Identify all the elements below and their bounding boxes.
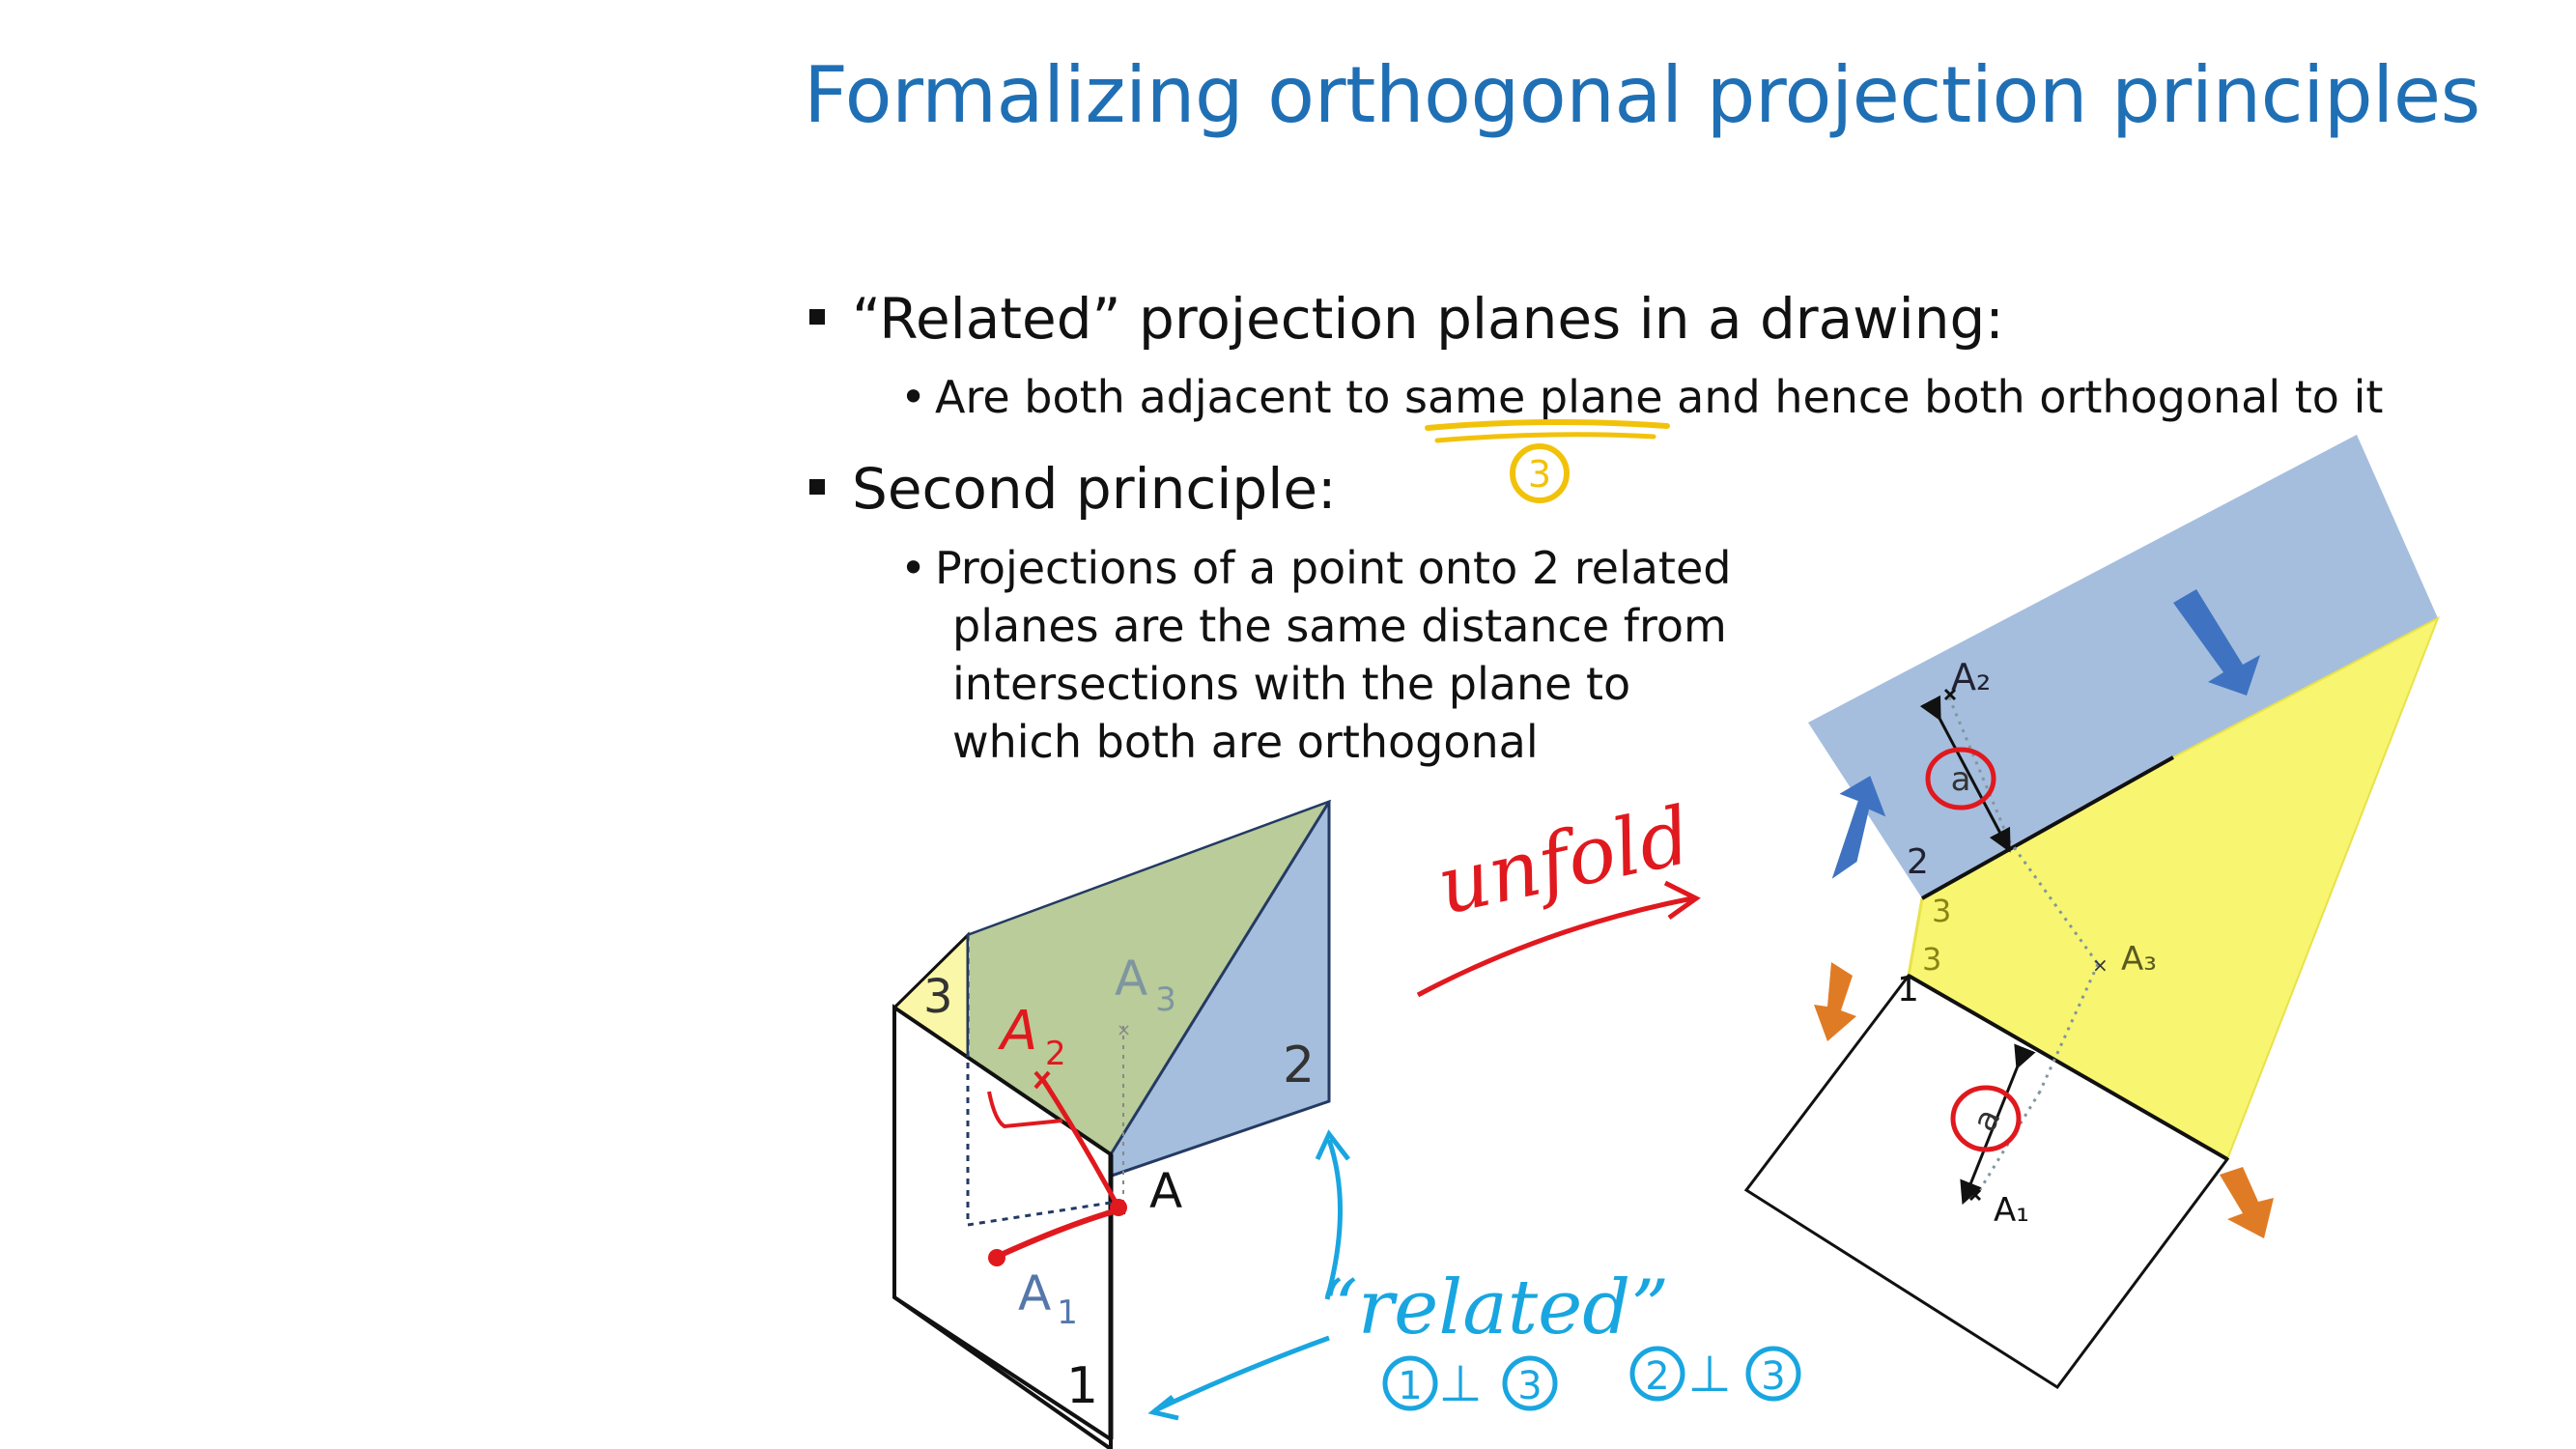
slide-title: Formalizing orthogonal projection princi… [804,50,2480,140]
text-line: intersections with the plane to [952,658,1631,710]
text-line: planes are the same distance from [952,600,1727,652]
label-3b: 3 [1922,941,1941,978]
handwritten-sub-2: 2 [1045,1035,1066,1073]
label-1: 1 [1897,970,1919,1009]
plane-label-2: 2 [1283,1037,1315,1094]
plane-label-1: 1 [1066,1357,1098,1415]
bullet-second-principle: Second principle: [809,456,1337,522]
svg-text:⊥: ⊥ [1438,1355,1482,1413]
circled-a-top [1925,747,1996,810]
svg-text:⊥: ⊥ [1687,1346,1731,1404]
dot-bullet-icon: • [900,542,927,594]
square-bullet-icon [809,478,825,495]
label-3a: 3 [1932,893,1951,929]
left-projection-box: 3 2 1 A A1 A3 × × [892,799,1332,1449]
text-line: • Projections of a point onto 2 related [900,539,1731,597]
same-plane-text: same plane [1404,371,1663,423]
square-bullet-icon [809,308,825,325]
plane-label-3: 3 [923,970,953,1024]
point-label-A: A [1149,1163,1182,1219]
circled-a-bottom [1950,1085,2022,1152]
relation-1-perp-3: 1 ⊥ 3 [1382,1355,1558,1413]
svg-text:3: 3 [1517,1364,1542,1408]
dot-bullet-icon: • [900,371,927,423]
unfold-annotation: unfold [1416,790,1701,998]
fold-arrow-up-icon [2173,589,2260,696]
label-2: 2 [1907,842,1929,882]
label-A3: A₃ [2121,940,2157,979]
fold-arrow-up-left-icon [1831,776,1886,879]
relation-2-perp-3: 2 ⊥ 3 [1629,1346,1801,1404]
subbullet-projections: • Projections of a point onto 2 related p… [900,539,1731,771]
red-ink-annotations: A 2 [987,1000,1127,1266]
circled-3-annotation: 3 [1510,443,1570,503]
fold-arrow-down-right-icon [2220,1167,2274,1238]
svg-text:×: × [1117,1020,1131,1040]
svg-text:unfold: unfold [1430,790,1698,933]
related-annotation: “related” 1 ⊥ 3 2 ⊥ 3 [1147,1129,1801,1421]
svg-text:1: 1 [1398,1364,1422,1408]
label-A2: A₂ [1951,656,1991,698]
label-A1: A₁ [1994,1191,2029,1230]
text-line: which both are orthogonal [952,716,1539,768]
bullet-related-planes: “Related” projection planes in a drawing… [809,286,2004,352]
right-unfolded-planes: A₂ a 2 3 3 A₃ × 1 a A₁ [1743,435,2440,1390]
plane-1 [892,1004,1113,1449]
bullet-text: Second principle: [852,456,1337,522]
fold-arrow-down-left-icon [1814,962,1856,1041]
highlight-underline [1425,418,1670,443]
bullet-text: “Related” projection planes in a drawing… [852,286,2004,352]
svg-text:2: 2 [1645,1354,1669,1399]
svg-text:“related”: “related” [1319,1264,1669,1351]
svg-text:3: 3 [1761,1354,1785,1399]
subbullet-adjacent: • Are both adjacent to same plane and hen… [900,371,2384,423]
handwritten-A: A [998,1000,1037,1063]
svg-text:3: 3 [1528,453,1551,496]
svg-text:a: a [1951,760,1971,799]
svg-text:×: × [2092,953,2109,977]
